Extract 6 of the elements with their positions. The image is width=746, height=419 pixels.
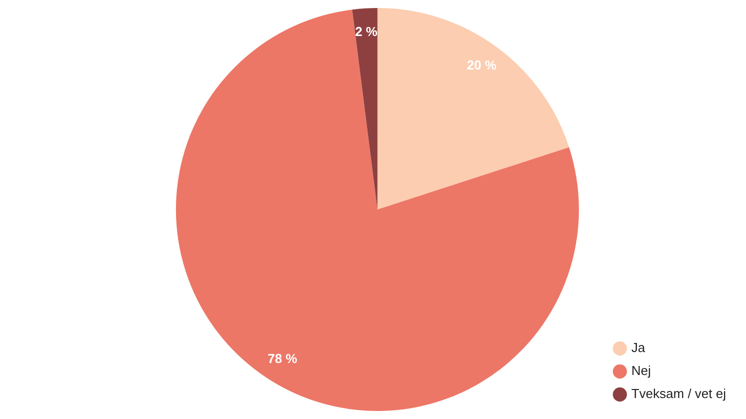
legend-label: Ja (631, 340, 646, 356)
legend-label: Tveksam / vet ej (631, 386, 726, 402)
data-label: 2 % (355, 24, 378, 40)
data-label: 78 % (268, 350, 298, 366)
data-label: 20 % (466, 58, 497, 73)
legend-label: Nej (631, 363, 651, 378)
